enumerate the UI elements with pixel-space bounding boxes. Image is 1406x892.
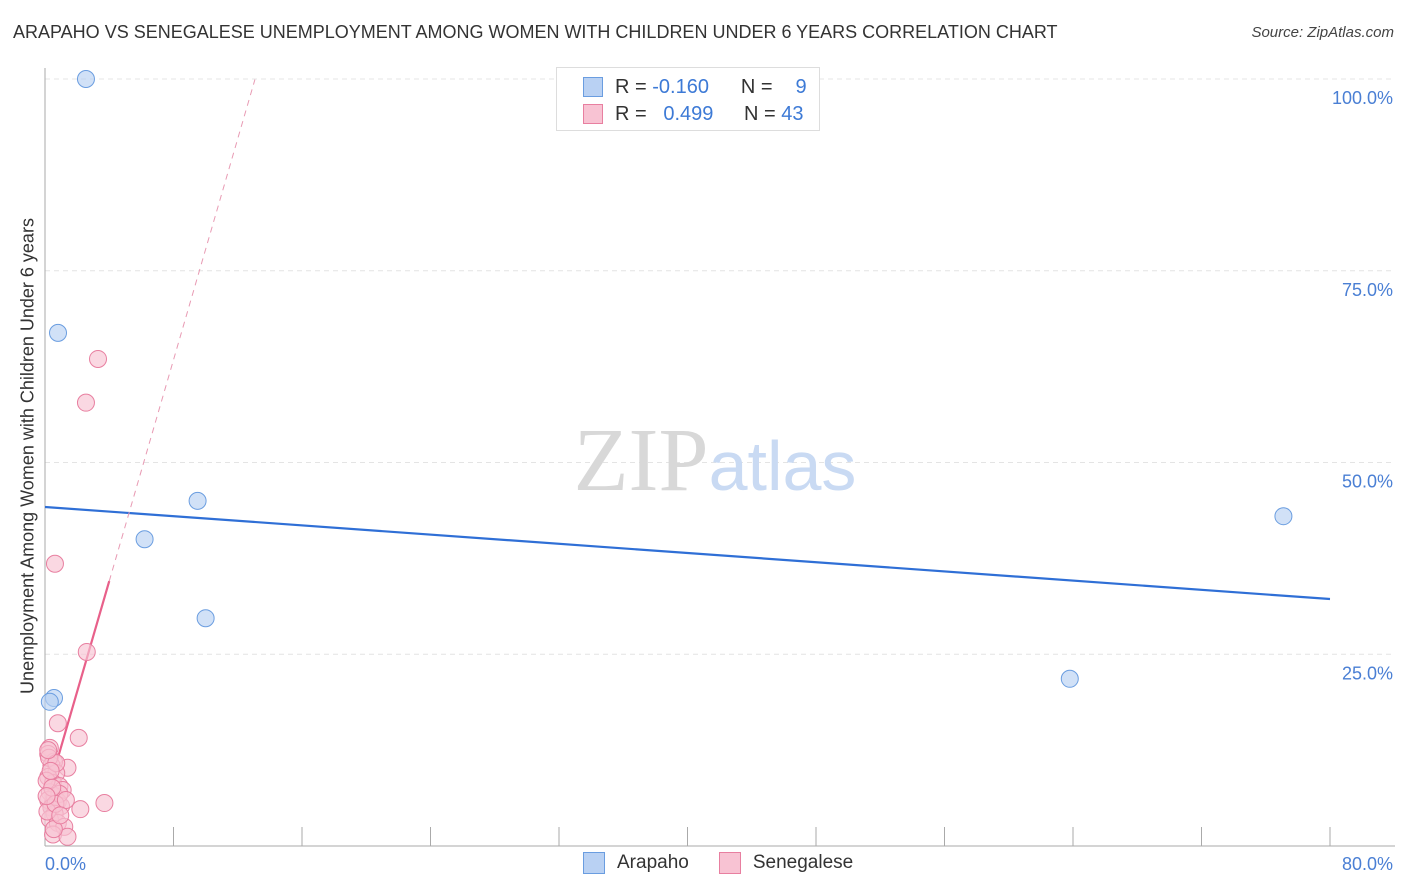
n-label: N = [740,75,773,98]
r-value: -0.160 [652,75,709,98]
senegalese-point [77,642,96,661]
n-label: N = [744,102,776,125]
senegalese-point [45,554,64,573]
arapaho-point [1060,669,1079,688]
senegalese-point [37,787,56,806]
y-tick-label: 75.0% [1342,280,1393,300]
y-tick-label: 25.0% [1342,663,1393,683]
series-legend: Arapaho Senegalese [583,852,883,874]
senegalese-point [71,800,90,819]
senegalese-point [95,794,114,813]
r-value: 0.499 [663,102,714,125]
senegalese-point [56,790,75,809]
source-label: Source: ZipAtlas.com [1251,24,1394,41]
arapaho-point [1274,507,1293,526]
r-label: R = [615,102,647,125]
x-tick-label: 0.0% [45,854,86,874]
y-tick-label: 100.0% [1332,88,1393,108]
arapaho-trend-line [44,505,1331,601]
legend-label: Arapaho [617,852,689,873]
senegalese-point [58,827,77,846]
arapaho-point [49,323,68,342]
legend-row-senegalese: R = 0.499 N = 43 [583,102,804,126]
senegalese-swatch [718,852,741,874]
x-tick-label: 80.0% [1342,854,1393,874]
arapaho-point [76,70,95,88]
senegalese-point [76,393,95,412]
senegalese-trend-extension [108,79,256,582]
r-label: R = [615,75,647,98]
y-tick-label: 50.0% [1342,472,1393,492]
n-value: 9 [795,75,807,98]
arapaho-swatch [583,77,603,97]
arapaho-swatch [583,852,605,874]
senegalese-point [48,714,67,733]
legend-row-arapaho: R = -0.160 N = 9 [583,75,807,99]
arapaho-point [135,530,154,549]
legend-item-arapaho[interactable]: Arapaho [583,852,689,874]
senegalese-swatch [583,104,603,124]
senegalese-point [39,741,58,760]
senegalese-point [41,761,60,780]
senegalese-point [51,806,70,825]
arapaho-point [40,692,59,711]
senegalese-point [89,349,108,368]
legend-item-senegalese[interactable]: Senegalese [718,852,854,874]
watermark: ZIPatlas [574,411,857,510]
legend-label: Senegalese [752,852,854,873]
arapaho-point [196,609,215,628]
n-value: 43 [781,102,804,125]
stats-legend: R = -0.160 N = 9 R = 0.499 N = 43 [556,67,820,131]
chart-title: ARAPAHO VS SENEGALESE UNEMPLOYMENT AMONG… [13,22,1058,42]
senegalese-point [69,728,88,747]
arapaho-point [188,491,207,510]
